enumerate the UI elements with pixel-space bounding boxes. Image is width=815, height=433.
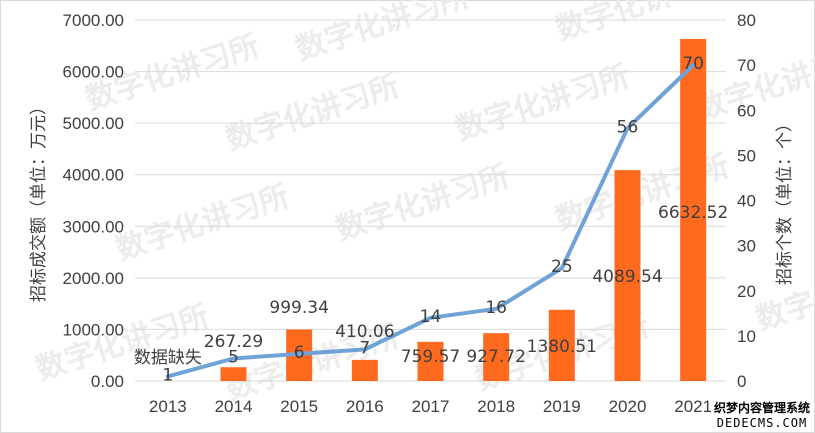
x-tick: 2014 <box>215 397 253 416</box>
y-right-tick: 0 <box>737 372 746 391</box>
y-left-tick: 5000.00 <box>63 114 124 133</box>
x-tick: 2018 <box>477 397 515 416</box>
watermark-text: 数字化讲习所 <box>222 69 404 158</box>
bar-label: 410.06 <box>335 322 394 342</box>
x-tick: 2021 <box>674 397 712 416</box>
axes: 0.00 1000.00 2000.00 3000.00 4000.00 5000.00 6… <box>63 11 756 416</box>
line-label: 6 <box>294 343 305 363</box>
y-right-tick: 50 <box>737 146 756 165</box>
y-left-tick: 3000.00 <box>63 217 124 236</box>
bar-label: 6632.52 <box>658 203 728 223</box>
y-left-tick: 6000.00 <box>63 63 124 82</box>
x-tick: 2019 <box>543 397 581 416</box>
line-label: 25 <box>551 257 573 277</box>
bar-label: 4089.54 <box>592 267 662 287</box>
y-left-tick: 7000.00 <box>63 11 124 30</box>
line-label: 56 <box>617 117 639 137</box>
bar-label: 999.34 <box>269 298 328 318</box>
x-tick: 2015 <box>280 397 318 416</box>
bar-label: 759.57 <box>401 347 460 367</box>
x-tick: 2013 <box>149 397 187 416</box>
bar <box>351 359 378 381</box>
line-path <box>165 63 696 379</box>
bar-label: 927.72 <box>466 347 525 367</box>
y-right-tick: 20 <box>737 282 756 301</box>
bar-label: 267.29 <box>204 332 263 352</box>
y-left-tick: 2000.00 <box>63 269 124 288</box>
bar-label: 数据缺失 <box>134 348 202 368</box>
y-left-tick: 0.00 <box>91 372 124 391</box>
watermark-text: 数字化讲习所 <box>292 0 474 68</box>
y-right-tick: 80 <box>737 11 756 30</box>
y-left-tick: 1000.00 <box>63 320 124 339</box>
line-label: 1 <box>162 365 173 385</box>
line-label: 5 <box>228 347 239 367</box>
bar <box>483 333 510 381</box>
bar <box>680 38 707 381</box>
x-tick: 2017 <box>412 397 450 416</box>
y-left-tick: 4000.00 <box>63 166 124 185</box>
watermark-text: 数字化讲习所 <box>552 149 734 238</box>
line-label: 7 <box>359 338 370 358</box>
watermark-text: 数字化讲习所 <box>112 179 294 268</box>
bar <box>614 170 641 381</box>
y-right-tick: 30 <box>737 237 756 256</box>
bar <box>548 309 575 381</box>
logo-line2: DEDECMS.COM <box>716 416 808 430</box>
y-right-tick: 60 <box>737 101 756 120</box>
line-series <box>165 63 696 379</box>
y-right-tick: 70 <box>737 56 756 75</box>
watermark-text: 数字化讲习所 <box>552 0 734 48</box>
logo-line1: 织梦内容管理系统 <box>713 401 810 415</box>
bar-label: 1380.51 <box>527 337 597 357</box>
line-label: 14 <box>420 307 442 327</box>
x-tick: 2016 <box>346 397 384 416</box>
x-tick: 2020 <box>609 397 647 416</box>
bar <box>417 341 444 381</box>
line-label: 70 <box>682 54 704 74</box>
line-label: 16 <box>485 298 507 318</box>
bar <box>220 367 247 381</box>
y-axis-right-label: 招标个数（单位：个） <box>775 115 795 285</box>
y-axis-left-label: 招标成交额（单位：万元） <box>29 98 49 302</box>
y-right-tick: 40 <box>737 192 756 211</box>
dedecms-logo: 织梦内容管理系统 DEDECMS.COM <box>710 398 813 431</box>
y-right-tick: 10 <box>737 327 756 346</box>
watermark-text: 数字化讲习所 <box>332 159 514 248</box>
